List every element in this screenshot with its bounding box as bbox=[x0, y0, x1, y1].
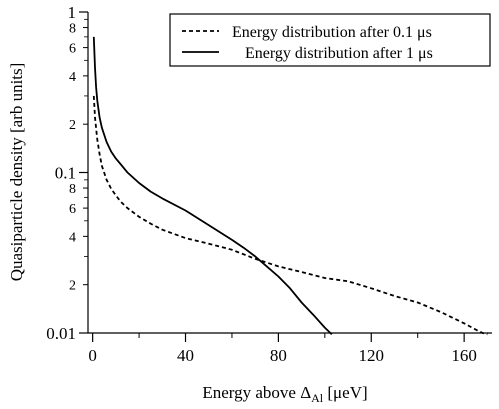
series-layer bbox=[92, 36, 488, 336]
y-tick-label: 0.01 bbox=[46, 324, 76, 343]
y-minor-tick-label: 4 bbox=[69, 70, 76, 85]
x-tick-label: 120 bbox=[359, 346, 385, 365]
y-minor-tick-label: 6 bbox=[69, 42, 76, 57]
x-tick-label: 0 bbox=[88, 346, 97, 365]
x-tick-label: 40 bbox=[177, 346, 194, 365]
x-axis-title: Energy above ΔAl [μeV] bbox=[202, 383, 367, 405]
x-tick-label: 160 bbox=[451, 346, 477, 365]
legend-box bbox=[169, 13, 491, 67]
y-minor-tick-label: 2 bbox=[69, 118, 76, 133]
x-axis-title-subscript: Al bbox=[311, 391, 324, 405]
legend: Energy distribution after 0.1 μs Energy … bbox=[169, 13, 491, 67]
y-minor-tick-label: 8 bbox=[69, 182, 76, 197]
series-line-0p1us bbox=[92, 95, 488, 336]
y-axis-title: Quasiparticle density [arb units] bbox=[7, 63, 26, 282]
x-axis-title-unit: [μeV] bbox=[323, 383, 368, 402]
y-minor-tick-label: 2 bbox=[69, 279, 76, 294]
y-minor-tick-label: 4 bbox=[69, 230, 76, 245]
series-line-1us bbox=[92, 36, 333, 336]
x-tick-label: 80 bbox=[270, 346, 287, 365]
y-tick-label: 1 bbox=[68, 3, 77, 22]
y-minor-tick-label: 6 bbox=[69, 202, 76, 217]
y-tick-label: 0.1 bbox=[55, 164, 76, 183]
x-axis-title-main: Energy above Δ bbox=[202, 383, 311, 402]
y-minor-tick-label: 8 bbox=[69, 22, 76, 37]
legend-label-1us: Energy distribution after 1 μs bbox=[245, 45, 433, 62]
legend-label-0p1us: Energy distribution after 0.1 μs bbox=[232, 24, 432, 41]
